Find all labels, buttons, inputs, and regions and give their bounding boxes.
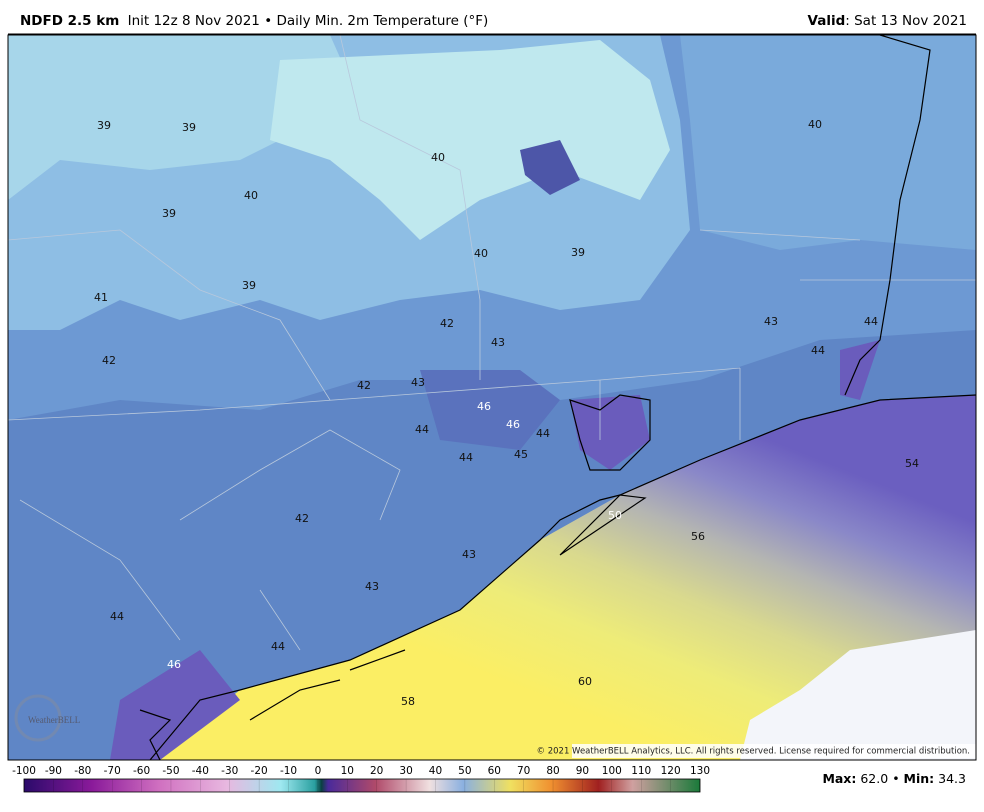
colorbar-tick-label: -20 bbox=[251, 765, 268, 777]
colorbar-tick-label: 100 bbox=[602, 765, 622, 777]
colorbar: -100 -90 -80 -70 -60 -50 -40 -30 -20 -10 0 10 20 30 40… bbox=[12, 765, 710, 793]
description: Init 12z 8 Nov 2021 • Daily Min. 2m Temp… bbox=[128, 13, 489, 29]
cool-zone bbox=[8, 35, 350, 200]
colorbar-tick-label: 20 bbox=[370, 765, 383, 777]
copyright-box bbox=[572, 744, 976, 758]
coolest-zone bbox=[270, 40, 670, 240]
map-frame bbox=[7, 34, 977, 761]
colorbar-ramp bbox=[23, 778, 701, 793]
temperature-label: 42 bbox=[295, 512, 309, 525]
temperature-label: 39 bbox=[571, 246, 585, 259]
colorbar-tick-label: -50 bbox=[162, 765, 179, 777]
max-label: Max bbox=[822, 771, 851, 786]
temperature-label: 54 bbox=[905, 457, 919, 470]
temperature-label: 42 bbox=[102, 354, 116, 367]
temperature-label: 56 bbox=[691, 530, 705, 543]
copyright: © 2021 WeatherBELL Analytics, LLC. All r… bbox=[537, 747, 970, 757]
temperature-label: 43 bbox=[764, 315, 778, 328]
ocean bbox=[150, 395, 976, 760]
temperature-label: 58 bbox=[401, 695, 415, 708]
temperature-label: 39 bbox=[182, 121, 196, 134]
colorbar-tick-label: -90 bbox=[45, 765, 62, 777]
cold-spot bbox=[520, 140, 580, 195]
temperature-label: 43 bbox=[411, 376, 425, 389]
colorbar-tick-label: 50 bbox=[458, 765, 471, 777]
colon: : bbox=[929, 771, 934, 786]
temperature-labels: 39 39 40 40 40 39 40 39 39 41 42 43 44 43 44 42 42 43 46 46… bbox=[94, 118, 919, 708]
temperature-label: 41 bbox=[94, 291, 108, 304]
temperature-label: 45 bbox=[514, 448, 528, 461]
colorbar-tick-label: -10 bbox=[280, 765, 297, 777]
colorbar-tick-label: 70 bbox=[517, 765, 530, 777]
cool-zone bbox=[680, 35, 976, 250]
colorbar-tick-label: 110 bbox=[631, 765, 651, 777]
temperature-label: 40 bbox=[431, 151, 445, 164]
min-value: 34.3 bbox=[938, 771, 966, 786]
temperature-label: 39 bbox=[162, 207, 176, 220]
colorbar-tick-label: 30 bbox=[399, 765, 412, 777]
temperature-label: 43 bbox=[462, 548, 476, 561]
colorbar-tick-label: 60 bbox=[488, 765, 501, 777]
temperature-label: 46 bbox=[477, 400, 491, 413]
mild-zone bbox=[8, 330, 976, 760]
logo: WeatherBELL bbox=[14, 694, 80, 742]
model-name: NDFD 2.5 km bbox=[20, 13, 119, 29]
temperature-label: 40 bbox=[474, 247, 488, 260]
colorbar-tick-label: 40 bbox=[429, 765, 442, 777]
coastline bbox=[139, 35, 976, 760]
max-value: 62.0 bbox=[860, 771, 888, 786]
valid-date: : Sat 13 Nov 2021 bbox=[845, 13, 967, 29]
colorbar-tick-label: 80 bbox=[546, 765, 559, 777]
colorbar-tick-label: 130 bbox=[690, 765, 710, 777]
temperature-label: 44 bbox=[415, 423, 429, 436]
temperature-label: 44 bbox=[459, 451, 473, 464]
temperature-label: 44 bbox=[271, 640, 285, 653]
no-data-zone bbox=[740, 630, 976, 760]
colorbar-tick-label: -60 bbox=[133, 765, 150, 777]
temperature-label: 44 bbox=[110, 610, 124, 623]
temperature-label: 43 bbox=[365, 580, 379, 593]
bay-zone bbox=[110, 340, 880, 760]
colorbar-tick-label: 90 bbox=[576, 765, 589, 777]
temperature-label: 40 bbox=[808, 118, 822, 131]
separator: • bbox=[892, 771, 899, 786]
temperature-label: 39 bbox=[242, 279, 256, 292]
temperature-label: 46 bbox=[506, 418, 520, 431]
colorbar-tick-label: 10 bbox=[341, 765, 354, 777]
stats: Max: 62.0 • Min: 34.3 bbox=[822, 771, 966, 786]
valid-label: Valid bbox=[808, 13, 846, 29]
colorbar-tick-label: -70 bbox=[104, 765, 121, 777]
colorbar-tick-label: -80 bbox=[74, 765, 91, 777]
colorbar-tick-label: -40 bbox=[192, 765, 209, 777]
colorbar-tick-label: 120 bbox=[661, 765, 681, 777]
map: 39 39 40 40 40 39 40 39 39 41 42 43 44 43 44 42 42 43 46 46… bbox=[8, 35, 976, 760]
logo-text: WeatherBELL bbox=[28, 715, 80, 725]
temperature-label: 44 bbox=[536, 427, 550, 440]
temperature-label: 42 bbox=[440, 317, 454, 330]
temperature-label: 40 bbox=[244, 189, 258, 202]
colorbar-tick-label: -30 bbox=[221, 765, 238, 777]
header-left: NDFD 2.5 km Init 12z 8 Nov 2021 • Daily … bbox=[20, 13, 488, 29]
header-right: Valid: Sat 13 Nov 2021 bbox=[808, 13, 967, 29]
colon: : bbox=[851, 771, 856, 786]
temperature-label: 46 bbox=[167, 658, 181, 671]
temperature-label: 60 bbox=[578, 675, 592, 688]
min-label: Min bbox=[904, 771, 930, 786]
temperature-label: 39 bbox=[97, 119, 111, 132]
temperature-label: 44 bbox=[811, 344, 825, 357]
mild-zone bbox=[420, 370, 560, 450]
colorbar-tick-label: -100 bbox=[12, 765, 36, 777]
temperature-label: 44 bbox=[864, 315, 878, 328]
temperature-label: 42 bbox=[357, 379, 371, 392]
temperature-label: 43 bbox=[491, 336, 505, 349]
colorbar-tick-label: 0 bbox=[315, 765, 322, 777]
temperature-label: 50 bbox=[608, 509, 622, 522]
county-lines bbox=[8, 35, 976, 651]
